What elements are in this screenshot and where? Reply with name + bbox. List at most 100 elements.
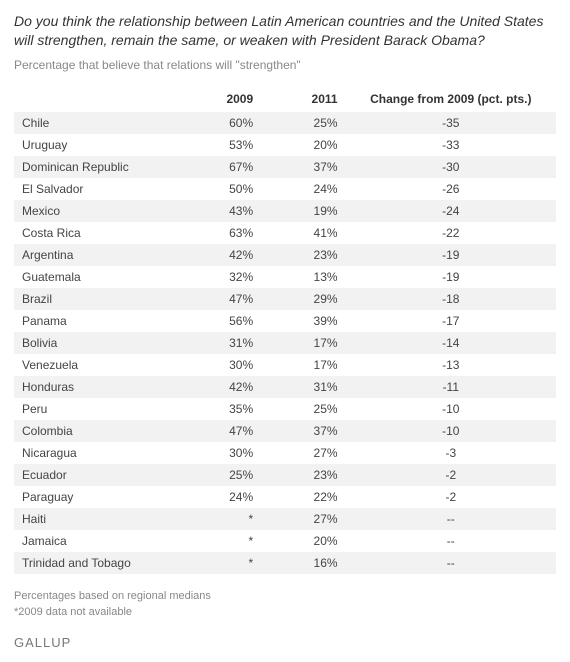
cell-2011: 29% xyxy=(261,288,345,310)
cell-country: Costa Rica xyxy=(14,222,177,244)
cell-2011: 27% xyxy=(261,508,345,530)
table-row: Panama56%39%-17 xyxy=(14,310,556,332)
cell-2009: 67% xyxy=(177,156,261,178)
cell-2009: 43% xyxy=(177,200,261,222)
cell-country: Uruguay xyxy=(14,134,177,156)
cell-2009: 56% xyxy=(177,310,261,332)
cell-change: -33 xyxy=(346,134,556,156)
cell-2009: 30% xyxy=(177,354,261,376)
table-row: Uruguay53%20%-33 xyxy=(14,134,556,156)
table-row: Ecuador25%23%-2 xyxy=(14,464,556,486)
results-table: 2009 2011 Change from 2009 (pct. pts.) C… xyxy=(14,86,556,574)
cell-change: -2 xyxy=(346,464,556,486)
cell-2011: 31% xyxy=(261,376,345,398)
table-row: Colombia47%37%-10 xyxy=(14,420,556,442)
table-row: Costa Rica63%41%-22 xyxy=(14,222,556,244)
cell-country: Ecuador xyxy=(14,464,177,486)
cell-country: Argentina xyxy=(14,244,177,266)
cell-2009: * xyxy=(177,552,261,574)
cell-2009: 31% xyxy=(177,332,261,354)
cell-2011: 20% xyxy=(261,134,345,156)
cell-2011: 39% xyxy=(261,310,345,332)
cell-2011: 37% xyxy=(261,156,345,178)
cell-country: Dominican Republic xyxy=(14,156,177,178)
table-row: Chile60%25%-35 xyxy=(14,112,556,134)
cell-change: -24 xyxy=(346,200,556,222)
cell-country: Mexico xyxy=(14,200,177,222)
cell-2011: 24% xyxy=(261,178,345,200)
table-row: Nicaragua30%27%-3 xyxy=(14,442,556,464)
cell-2011: 23% xyxy=(261,244,345,266)
cell-2009: 35% xyxy=(177,398,261,420)
cell-2009: 24% xyxy=(177,486,261,508)
cell-change: -17 xyxy=(346,310,556,332)
cell-country: Haiti xyxy=(14,508,177,530)
cell-country: Paraguay xyxy=(14,486,177,508)
cell-change: -11 xyxy=(346,376,556,398)
cell-country: Nicaragua xyxy=(14,442,177,464)
survey-subtitle: Percentage that believe that relations w… xyxy=(14,58,556,72)
cell-change: -14 xyxy=(346,332,556,354)
cell-2009: 63% xyxy=(177,222,261,244)
table-row: Venezuela30%17%-13 xyxy=(14,354,556,376)
cell-2009: 50% xyxy=(177,178,261,200)
footnote-2009-na: *2009 data not available xyxy=(14,604,556,621)
table-row: Brazil47%29%-18 xyxy=(14,288,556,310)
table-row: Argentina42%23%-19 xyxy=(14,244,556,266)
cell-2011: 25% xyxy=(261,112,345,134)
cell-country: Panama xyxy=(14,310,177,332)
cell-2009: 32% xyxy=(177,266,261,288)
footnote-medians: Percentages based on regional medians xyxy=(14,588,556,605)
table-row: Paraguay24%22%-2 xyxy=(14,486,556,508)
table-row: Dominican Republic67%37%-30 xyxy=(14,156,556,178)
table-row: Jamaica*20%-- xyxy=(14,530,556,552)
table-body: Chile60%25%-35Uruguay53%20%-33Dominican … xyxy=(14,112,556,574)
cell-change: -22 xyxy=(346,222,556,244)
cell-2009: 47% xyxy=(177,420,261,442)
cell-2011: 19% xyxy=(261,200,345,222)
cell-country: Peru xyxy=(14,398,177,420)
cell-2009: 25% xyxy=(177,464,261,486)
cell-2009: 42% xyxy=(177,244,261,266)
cell-2011: 22% xyxy=(261,486,345,508)
cell-2011: 23% xyxy=(261,464,345,486)
cell-country: Chile xyxy=(14,112,177,134)
cell-change: -- xyxy=(346,508,556,530)
col-2009: 2009 xyxy=(177,86,261,112)
cell-change: -- xyxy=(346,530,556,552)
brand-label: GALLUP xyxy=(14,635,556,650)
report-container: Do you think the relationship between La… xyxy=(0,0,570,662)
cell-change: -2 xyxy=(346,486,556,508)
col-country xyxy=(14,86,177,112)
survey-question-title: Do you think the relationship between La… xyxy=(14,12,556,50)
table-row: Bolivia31%17%-14 xyxy=(14,332,556,354)
cell-country: Venezuela xyxy=(14,354,177,376)
cell-2009: 30% xyxy=(177,442,261,464)
cell-2009: 42% xyxy=(177,376,261,398)
cell-country: Colombia xyxy=(14,420,177,442)
cell-2011: 37% xyxy=(261,420,345,442)
cell-change: -10 xyxy=(346,398,556,420)
table-header-row: 2009 2011 Change from 2009 (pct. pts.) xyxy=(14,86,556,112)
footnotes: Percentages based on regional medians *2… xyxy=(14,588,556,621)
cell-2011: 13% xyxy=(261,266,345,288)
col-change: Change from 2009 (pct. pts.) xyxy=(346,86,556,112)
cell-change: -18 xyxy=(346,288,556,310)
cell-change: -10 xyxy=(346,420,556,442)
cell-country: Bolivia xyxy=(14,332,177,354)
cell-change: -30 xyxy=(346,156,556,178)
cell-country: Jamaica xyxy=(14,530,177,552)
table-row: Trinidad and Tobago*16%-- xyxy=(14,552,556,574)
cell-2011: 41% xyxy=(261,222,345,244)
cell-country: Honduras xyxy=(14,376,177,398)
cell-change: -19 xyxy=(346,244,556,266)
cell-change: -- xyxy=(346,552,556,574)
table-row: Mexico43%19%-24 xyxy=(14,200,556,222)
cell-2011: 17% xyxy=(261,354,345,376)
cell-2011: 17% xyxy=(261,332,345,354)
cell-country: Trinidad and Tobago xyxy=(14,552,177,574)
table-row: Haiti*27%-- xyxy=(14,508,556,530)
cell-2009: * xyxy=(177,530,261,552)
cell-country: Guatemala xyxy=(14,266,177,288)
cell-2011: 16% xyxy=(261,552,345,574)
